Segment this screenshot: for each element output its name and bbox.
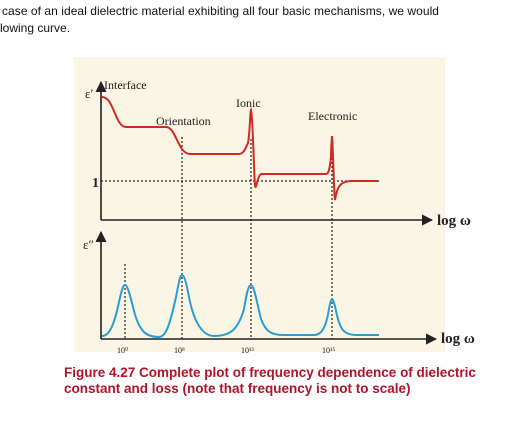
ionic-label: Ionic <box>236 96 261 110</box>
paragraph-line-1: case of an ideal dielectric material exh… <box>2 4 440 18</box>
dielectric-loss-curve <box>101 273 379 339</box>
bottom-axis-label: ε″ <box>83 237 94 252</box>
interface-label: Interface <box>104 78 147 92</box>
tick-label-1e0: 10⁰ <box>117 346 128 355</box>
log-omega-label-bottom: log ω <box>441 331 475 347</box>
dielectric-constant-curve <box>101 96 378 201</box>
tick-label-1e15: 10¹⁵ <box>322 346 335 355</box>
tick-label-1e13: 10¹³ <box>241 346 254 355</box>
top-axis-label: ε′ <box>85 86 93 101</box>
electronic-label: Electronic <box>308 109 357 123</box>
dielectric-figure: ε′ ε″ 1 Interface Orientation Ionic Elec… <box>83 78 475 355</box>
figure-caption: Figure 4.27 Complete plot of frequency d… <box>64 365 476 396</box>
tick-label-1e8: 10⁸ <box>174 346 185 355</box>
log-omega-label-top: log ω <box>437 213 471 229</box>
figure-background <box>74 57 445 352</box>
paragraph-line-2: lowing curve. <box>0 21 71 35</box>
orientation-label: Orientation <box>156 114 211 128</box>
one-label: 1 <box>92 176 99 191</box>
